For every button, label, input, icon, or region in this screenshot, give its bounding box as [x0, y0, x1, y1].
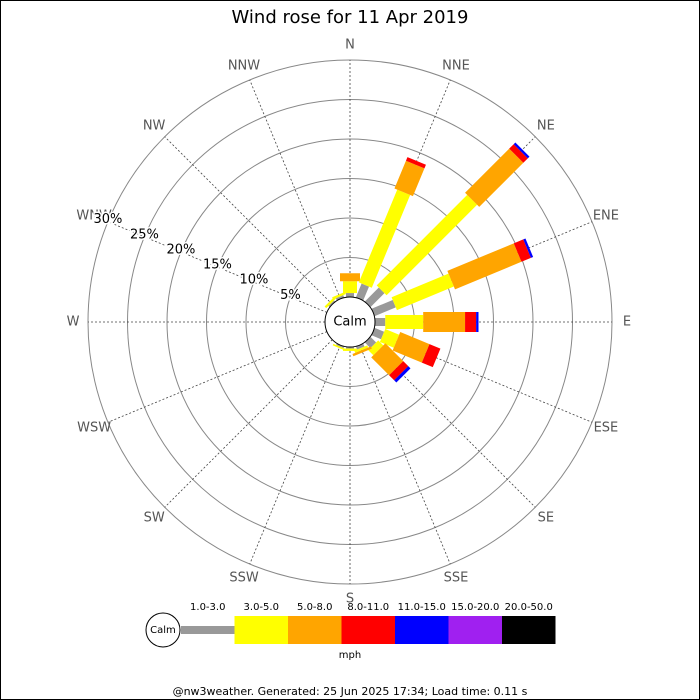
- wind-segment: [376, 194, 478, 296]
- spoke: [367, 339, 536, 508]
- wind-segment: [343, 348, 357, 351]
- r-tick-label: 30%: [93, 212, 122, 227]
- wind-segment: [509, 144, 528, 163]
- wind-segment: [421, 344, 441, 368]
- direction-label: NNE: [442, 59, 470, 74]
- legend-calm: [145, 612, 181, 648]
- spoke: [249, 79, 341, 300]
- direction-label: ESE: [594, 421, 619, 436]
- legend-swatch: [395, 616, 449, 644]
- legend-label: 5.0-8.0: [297, 602, 332, 613]
- wind-segment: [371, 343, 404, 376]
- wind-segment: [368, 340, 384, 356]
- r-tick-label: 15%: [203, 258, 232, 273]
- wind-segment: [394, 366, 411, 383]
- spoke: [372, 331, 593, 423]
- chart-title: Wind rose for 11 Apr 2019: [232, 7, 469, 28]
- direction-label: SSW: [229, 570, 259, 585]
- legend-swatch: [181, 626, 235, 634]
- direction-label: W: [67, 315, 80, 330]
- wind-segment: [371, 299, 396, 317]
- legend-label: 3.0-5.0: [244, 602, 279, 613]
- wind-segment: [523, 238, 534, 258]
- wind-segment: [352, 346, 372, 357]
- wind-segment: [423, 312, 466, 332]
- wind-segment: [405, 157, 426, 169]
- wind-segment: [391, 273, 454, 311]
- wind-segment: [392, 332, 430, 363]
- wind-segment: [447, 243, 522, 290]
- spoke: [164, 136, 333, 305]
- direction-label: SE: [538, 510, 554, 525]
- spoke: [372, 221, 593, 313]
- wind-segment: [328, 300, 336, 308]
- legend-label: 8.0-11.0: [347, 602, 389, 613]
- direction-label: NNW: [228, 59, 260, 74]
- direction-label: SSE: [444, 570, 469, 585]
- direction-label: NW: [143, 119, 166, 134]
- legend-swatch: [234, 616, 288, 644]
- direction-label: WNW: [76, 208, 112, 223]
- wind-segment: [355, 343, 365, 350]
- wind-segment: [371, 327, 385, 340]
- wind-segment: [389, 361, 409, 381]
- spoke: [359, 344, 451, 565]
- wind-segment: [364, 336, 377, 349]
- wind-segment: [343, 281, 357, 294]
- wind-segment: [336, 343, 345, 349]
- legend-swatch: [341, 616, 395, 644]
- spoke: [164, 339, 333, 508]
- wind-segment: [332, 291, 346, 300]
- wind-segment: [358, 189, 411, 288]
- spoke: [359, 79, 451, 300]
- legend-label: 1.0-3.0: [190, 602, 225, 613]
- spoke: [249, 344, 341, 565]
- wind-segment: [332, 343, 347, 351]
- direction-label: NE: [537, 119, 555, 134]
- wind-segment: [355, 283, 370, 301]
- direction-label: N: [345, 38, 355, 53]
- unit-label: mph: [339, 650, 361, 661]
- r-tick-label: 10%: [239, 273, 268, 288]
- wind-segment: [324, 296, 337, 309]
- wind-segment: [465, 312, 477, 332]
- wind-segment: [513, 142, 530, 159]
- direction-label: E: [623, 315, 631, 330]
- grid-ring: [206, 178, 494, 466]
- r-tick-label: 20%: [166, 242, 195, 257]
- wind-segment: [394, 160, 425, 197]
- legend-swatch: [288, 616, 342, 644]
- wind-segment: [385, 315, 424, 329]
- direction-label: S: [346, 592, 354, 607]
- wind-segment: [465, 148, 524, 207]
- legend-label: 15.0-20.0: [451, 602, 499, 613]
- legend-label: 20.0-50.0: [505, 602, 553, 613]
- wind-segment: [379, 329, 400, 348]
- wind-segment: [513, 239, 531, 262]
- footer: @nw3weather. Generated: 25 Jun 2025 17:3…: [173, 685, 528, 698]
- r-tick-label: 25%: [130, 227, 159, 242]
- direction-label: ENE: [593, 208, 619, 223]
- legend-swatch: [502, 616, 556, 644]
- wind-segment: [340, 273, 360, 282]
- wind-segment: [354, 345, 369, 353]
- wind-segment: [346, 293, 354, 297]
- legend-label: 11.0-15.0: [398, 602, 446, 613]
- wind-segment: [335, 295, 345, 301]
- spoke: [107, 331, 328, 423]
- calm-circle: [324, 296, 376, 348]
- legend-swatch: [448, 616, 502, 644]
- calm-label: Calm: [333, 315, 366, 330]
- direction-label: WSW: [77, 421, 111, 436]
- wind-segment: [375, 318, 386, 326]
- direction-label: SW: [144, 510, 165, 525]
- r-tick-label: 5%: [280, 288, 301, 303]
- spoke: [107, 221, 328, 313]
- wind-segment: [476, 312, 479, 332]
- legend-calm-label: Calm: [150, 625, 176, 636]
- wind-segment: [364, 287, 385, 308]
